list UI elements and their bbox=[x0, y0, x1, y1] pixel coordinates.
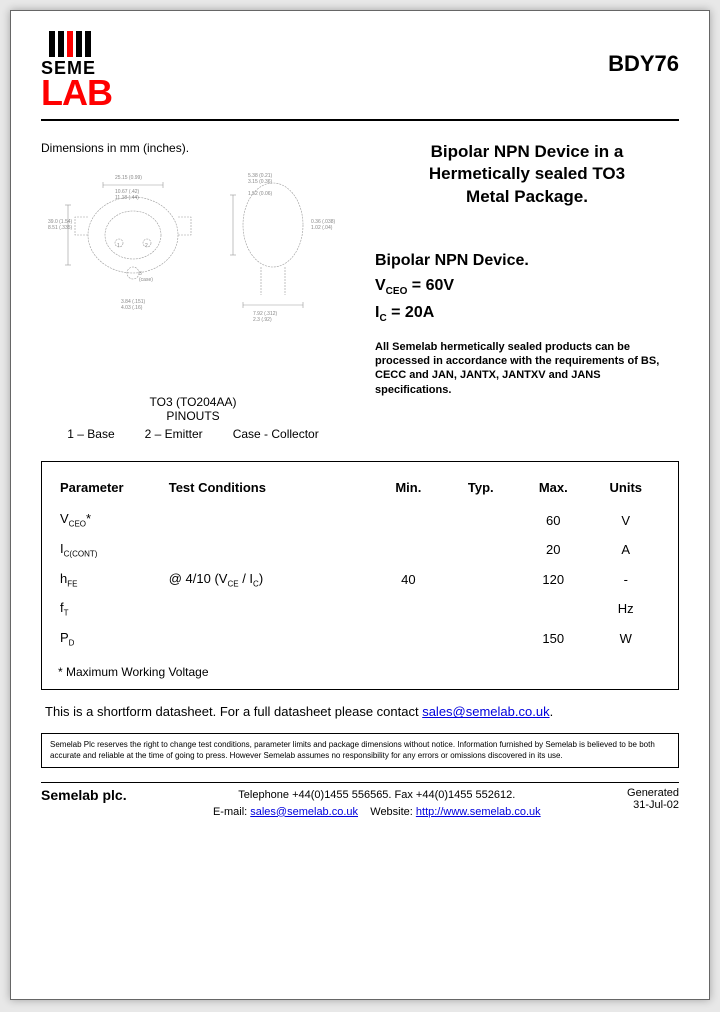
svg-text:(case): (case) bbox=[139, 277, 153, 283]
table-header-row: Parameter Test Conditions Min. Typ. Max.… bbox=[58, 476, 662, 505]
svg-text:3.15 (0.36): 3.15 (0.36) bbox=[248, 179, 273, 185]
shortform-text: This is a shortform datasheet. For a ful… bbox=[45, 704, 422, 719]
svg-text:2: 2 bbox=[145, 243, 148, 249]
svg-text:4.03 (.16): 4.03 (.16) bbox=[121, 305, 143, 311]
table-row: fTHz bbox=[58, 594, 662, 624]
parameter-table: Parameter Test Conditions Min. Typ. Max.… bbox=[41, 461, 679, 690]
svg-text:8.51 (.335): 8.51 (.335) bbox=[48, 225, 73, 231]
generated-date: 31-Jul-02 bbox=[627, 799, 679, 811]
semelab-logo: SEME LAB bbox=[41, 31, 151, 109]
table-footnote: * Maximum Working Voltage bbox=[58, 665, 662, 679]
col-parameter: Parameter bbox=[58, 476, 167, 505]
pinout-row: 1 – Base 2 – Emitter Case - Collector bbox=[41, 427, 345, 441]
col-units: Units bbox=[590, 476, 663, 505]
svg-text:25.15 (0.99): 25.15 (0.99) bbox=[115, 175, 142, 181]
logo-text-lab: LAB bbox=[41, 77, 151, 109]
right-column: Bipolar NPN Device in a Hermetically sea… bbox=[365, 141, 679, 441]
ic-spec: IC = 20A bbox=[375, 300, 679, 327]
dimensions-label: Dimensions in mm (inches). bbox=[41, 141, 345, 155]
title-block: Bipolar NPN Device in a Hermetically sea… bbox=[375, 141, 679, 207]
pinouts-label: PINOUTS bbox=[41, 409, 345, 423]
svg-text:2.3 (.92): 2.3 (.92) bbox=[253, 317, 272, 323]
table-row: VCEO*60V bbox=[58, 505, 662, 535]
title-line-3: Metal Package. bbox=[375, 186, 679, 208]
pin-1: 1 – Base bbox=[67, 427, 114, 441]
col-min: Min. bbox=[372, 476, 444, 505]
generated-label: Generated bbox=[627, 787, 679, 799]
part-number: BDY76 bbox=[608, 51, 679, 77]
processing-note: All Semelab hermetically sealed products… bbox=[375, 340, 679, 397]
phone-fax: Telephone +44(0)1455 556565. Fax +44(0)1… bbox=[137, 787, 617, 804]
to3-package-icon: 25.15 (0.99) 10.67 (.42) 11.18 (.44) 39.… bbox=[41, 165, 345, 365]
col-max: Max. bbox=[517, 476, 589, 505]
disclaimer: Semelab Plc reserves the right to change… bbox=[41, 733, 679, 768]
company-name: Semelab plc. bbox=[41, 787, 127, 803]
footer-email-link[interactable]: sales@semelab.co.uk bbox=[250, 806, 358, 818]
col-typ: Typ. bbox=[445, 476, 517, 505]
svg-text:1.52 (0.06): 1.52 (0.06) bbox=[248, 191, 273, 197]
table-row: PD150W bbox=[58, 624, 662, 654]
header-divider bbox=[41, 119, 679, 121]
svg-text:1.02 (.04): 1.02 (.04) bbox=[311, 225, 333, 231]
svg-text:1: 1 bbox=[117, 243, 120, 249]
sales-email-link[interactable]: sales@semelab.co.uk bbox=[422, 704, 549, 719]
table-row: hFE@ 4/10 (VCE / IC)40120- bbox=[58, 565, 662, 595]
pin-case: Case - Collector bbox=[233, 427, 319, 441]
device-type: Bipolar NPN Device. bbox=[375, 248, 679, 274]
contact-block: Telephone +44(0)1455 556565. Fax +44(0)1… bbox=[137, 787, 617, 820]
main-content: Dimensions in mm (inches). bbox=[41, 141, 679, 441]
title-line-2: Hermetically sealed TO3 bbox=[375, 163, 679, 185]
package-name: TO3 (TO204AA) bbox=[41, 395, 345, 409]
generated-block: Generated 31-Jul-02 bbox=[627, 787, 679, 811]
title-line-1: Bipolar NPN Device in a bbox=[375, 141, 679, 163]
key-specs: Bipolar NPN Device. VCEO = 60V IC = 20A bbox=[375, 248, 679, 328]
header: SEME LAB BDY76 bbox=[41, 31, 679, 109]
datasheet-page: SEME LAB BDY76 Dimensions in mm (inches)… bbox=[10, 10, 710, 1000]
vceo-spec: VCEO = 60V bbox=[375, 273, 679, 300]
package-diagram: 25.15 (0.99) 10.67 (.42) 11.18 (.44) 39.… bbox=[41, 165, 345, 365]
pinout-block: TO3 (TO204AA) PINOUTS 1 – Base 2 – Emitt… bbox=[41, 395, 345, 441]
shortform-notice: This is a shortform datasheet. For a ful… bbox=[45, 704, 675, 719]
col-conditions: Test Conditions bbox=[167, 476, 372, 505]
table-row: IC(CONT)20A bbox=[58, 535, 662, 565]
svg-text:11.18 (.44): 11.18 (.44) bbox=[115, 195, 139, 201]
pin-2: 2 – Emitter bbox=[145, 427, 203, 441]
footer-website-link[interactable]: http://www.semelab.co.uk bbox=[416, 806, 541, 818]
logo-bars-icon bbox=[49, 31, 151, 57]
contact-links: E-mail: sales@semelab.co.uk Website: htt… bbox=[137, 804, 617, 821]
footer: Semelab plc. Telephone +44(0)1455 556565… bbox=[41, 787, 679, 820]
footer-divider bbox=[41, 782, 679, 783]
left-column: Dimensions in mm (inches). bbox=[41, 141, 345, 441]
shortform-tail: . bbox=[550, 704, 554, 719]
